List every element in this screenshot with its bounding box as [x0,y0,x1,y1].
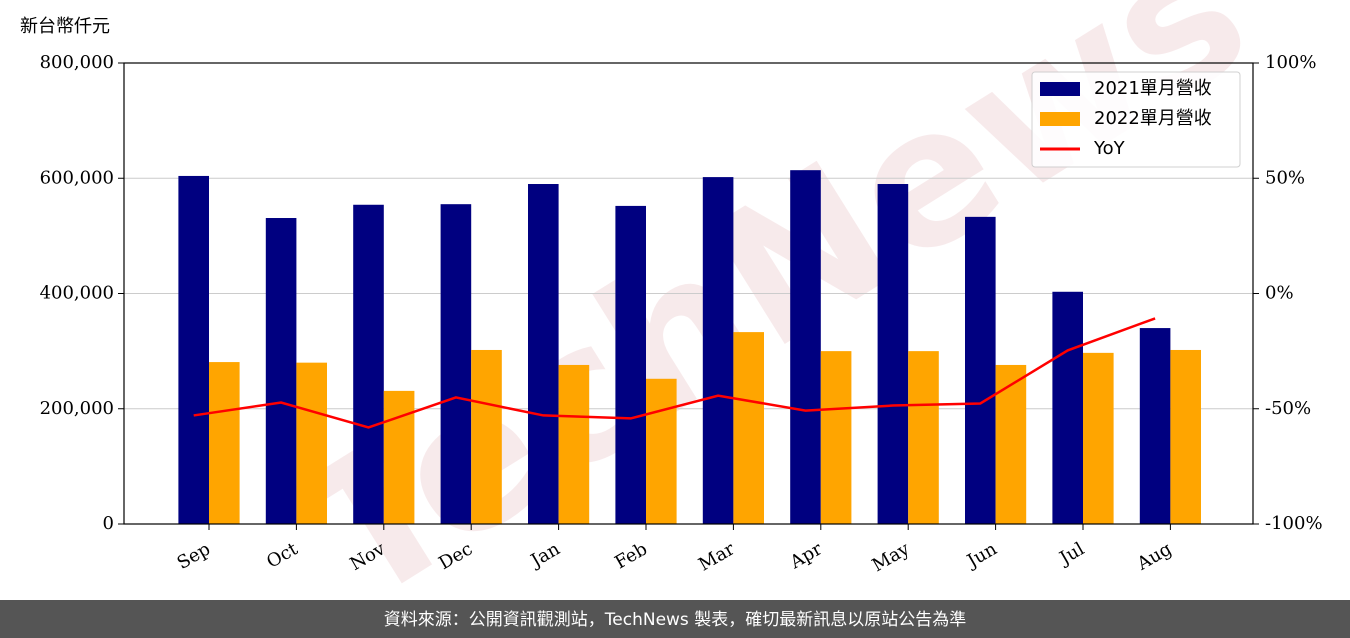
x-tick-label: Jul [1054,538,1088,570]
bar [471,349,502,524]
bar [440,204,472,524]
bar [383,390,415,524]
legend-label: 2021單月營收 [1094,78,1212,99]
bar [296,362,327,524]
legend-box [1031,71,1241,168]
footer-band [0,600,1350,638]
bar [646,378,677,524]
bar [353,204,384,524]
bar [1052,291,1083,524]
x-tick-label: Oct [263,538,302,573]
x-tick-label: Aug [1133,538,1176,575]
y2-tick-label: 50% [1265,167,1305,188]
bar [178,175,209,524]
legend-label: YoY [1093,138,1126,159]
footer: 資料來源：公開資訊觀測站，TechNews 製表，確切最新訊息以原站公告為準 [384,610,966,630]
bar [615,205,646,524]
bar [820,351,852,524]
bar [1170,349,1201,524]
y2-tick-label: -100% [1265,513,1323,534]
bar [1083,352,1114,524]
bar [209,362,240,524]
x-tick-label: May [869,538,914,576]
x-tick-label: Sep [174,538,214,573]
bar [965,216,996,524]
x-tick-label: Apr [786,538,826,573]
x-tick-label: Mar [695,538,739,575]
bar [908,351,939,524]
bar [558,364,590,524]
y-tick-label: 400,000 [40,283,114,304]
yoy-line [193,317,1156,429]
legend-swatch [1040,112,1080,126]
y-axis-label: 新台幣仟元 [20,16,110,37]
bar [1139,328,1171,524]
legend-label: 2022單月營收 [1094,108,1212,129]
y-tick-label: 0 [103,513,114,534]
y2-tick-label: -50% [1265,398,1311,419]
plot-frame [123,62,1254,525]
y-tick-label: 600,000 [40,167,114,188]
y-tick-label: 200,000 [40,398,114,419]
bar [702,177,734,524]
y2-tick-label: 100% [1265,52,1316,73]
bar [733,332,764,524]
bar [528,184,559,524]
x-tick-label: Jun [962,538,1001,573]
x-tick-label: Feb [611,538,651,573]
y-tick-label: 800,000 [40,52,114,73]
bar [877,184,909,524]
bar [790,170,821,524]
bar [265,218,297,525]
legend-swatch [1040,82,1080,96]
y2-tick-label: 0% [1265,283,1294,304]
bar [995,364,1027,524]
